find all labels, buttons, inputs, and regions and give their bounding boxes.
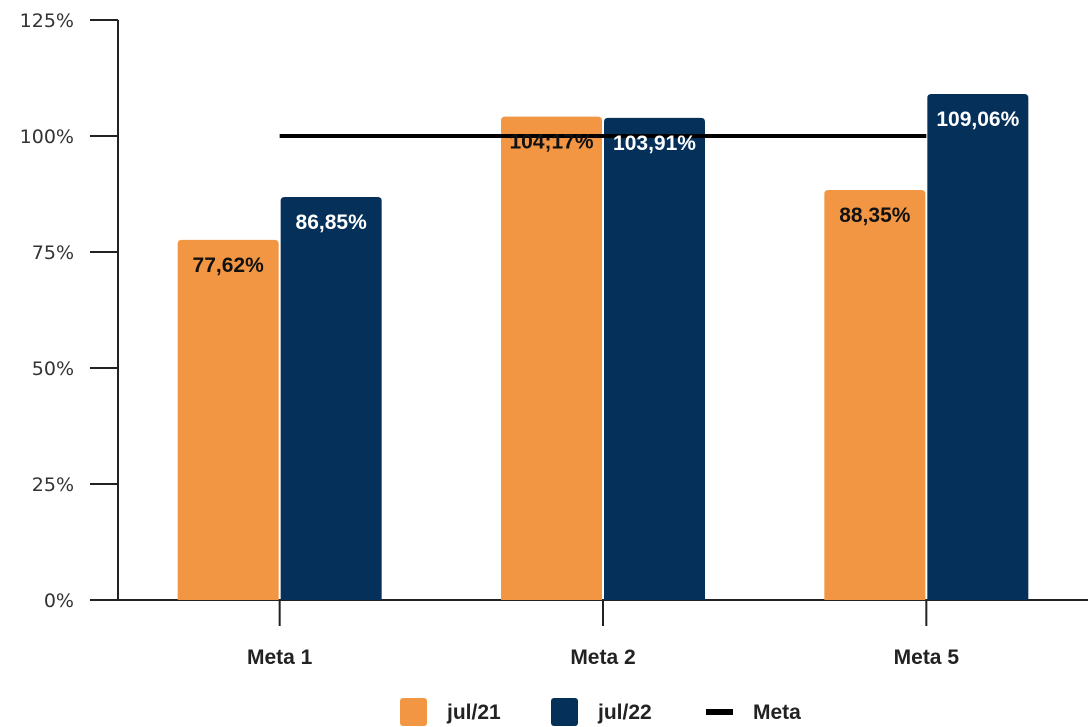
x-category-label: Meta 5 [894,646,960,669]
legend-swatch [551,698,578,726]
y-tick-label: 100% [20,126,74,148]
data-label: 109,06% [936,108,1019,131]
legend-swatch [706,709,733,715]
legend-swatch [400,698,427,726]
data-label: 104;17% [509,131,593,154]
bar-jul-22 [927,93,1029,600]
x-axis: Meta 1 Meta 2 Meta 5 [118,599,1088,669]
legend: jul/21 jul/22 Meta [400,698,801,726]
bar-jul-21 [501,116,602,601]
data-label: 103,91% [613,132,696,155]
bar-jul-22 [604,117,705,600]
bars [177,93,1029,601]
data-label: 86,85% [296,211,368,234]
legend-label: jul/22 [597,701,652,724]
legend-label: Meta [753,701,801,724]
x-category-label: Meta 1 [247,646,313,669]
bar-jul-22 [280,197,382,601]
y-tick-label: 75% [32,242,74,264]
bar-jul-21 [824,190,926,600]
y-tick-label: 125% [20,10,74,32]
x-category-label: Meta 2 [570,646,635,669]
bar-jul-21 [177,239,279,600]
y-tick-label: 50% [32,358,74,380]
data-label: 88,35% [839,204,911,227]
data-labels: 77,62% 86,85% 104;17% 103,91% 88,35% 109,06% [193,108,1020,277]
y-axis: 0% 25% 50% 75% 100% 125% [20,10,119,612]
y-tick-label: 0% [44,590,74,612]
data-label: 77,62% [193,254,265,277]
legend-label: jul/21 [446,701,501,724]
y-tick-label: 25% [32,474,74,496]
